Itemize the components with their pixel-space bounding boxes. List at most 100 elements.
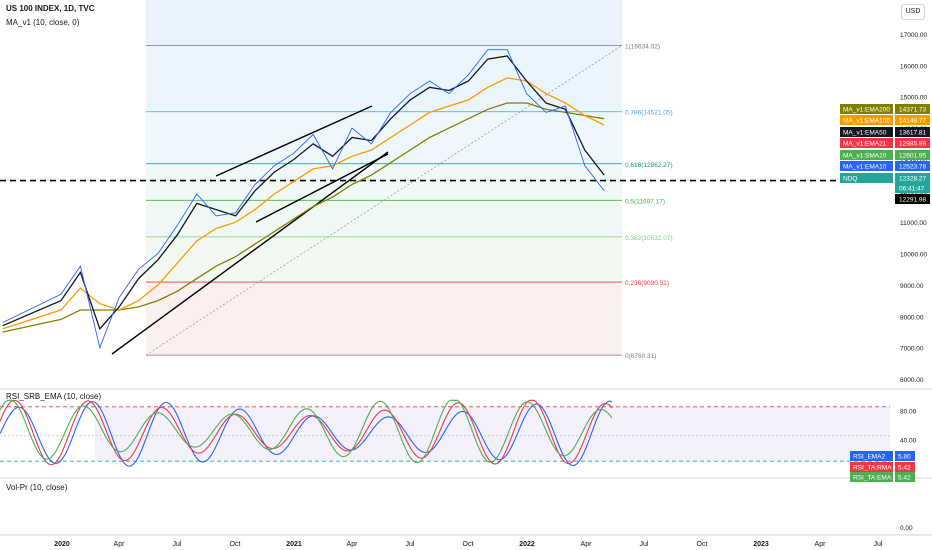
price-tag-label-bg — [840, 104, 893, 114]
y-tick-label: 10000.00 — [900, 252, 927, 259]
rsi-band — [95, 406, 890, 462]
price-tag-label: MA_v1:EMA200 — [843, 107, 890, 114]
price-tag-value-bg — [895, 194, 930, 204]
fib-top-zone — [146, 0, 622, 46]
price-tag-value-bg — [895, 104, 930, 114]
fib-level-label: 0.236(9090.51) — [625, 280, 669, 287]
trend-line-upper — [215, 105, 373, 177]
price-tag-label-bg — [840, 127, 893, 137]
price-tag-value: 13617.81 — [899, 130, 926, 137]
price-tag-label-bg — [840, 115, 893, 125]
trend-line-channel — [255, 153, 389, 223]
trend-line-lower — [111, 151, 389, 355]
price-tag-label-bg — [840, 173, 893, 183]
fib-level-label: 0.618(12862.27) — [625, 162, 673, 169]
fib-level-label: 0.5(11697.17) — [625, 198, 665, 205]
rsi-tag-label: RSI_TA:RMA — [853, 465, 892, 472]
price-tag-value: 12523.78 — [899, 164, 926, 171]
price-tag-countdown: 06:41:47 — [899, 186, 925, 193]
x-tick-label: 2020 — [54, 541, 70, 548]
symbol-title[interactable]: US 100 INDEX, 1D, TVC — [6, 4, 95, 13]
rsi-indicator-title[interactable]: RSI_SRB_EMA (10, close) — [6, 392, 102, 401]
y-tick-label: 17000.00 — [900, 32, 927, 39]
x-tick-label: Apr — [114, 541, 126, 548]
rsi-tag-label-bg — [850, 451, 893, 461]
price-tag-label-bg — [840, 138, 893, 148]
y-tick-label: 9000.00 — [900, 283, 924, 290]
fib-zone — [146, 163, 622, 201]
x-tick-label: Jul — [406, 541, 415, 548]
rsi-series-line — [0, 399, 613, 466]
price-tag-label: MA_v1:EMA50 — [843, 130, 887, 137]
rsi-tag-value: 5.42 — [898, 465, 911, 472]
x-tick-label: Oct — [230, 541, 241, 548]
series-line-ema50 — [2, 77, 605, 330]
series-line-ema10 — [2, 55, 605, 331]
x-tick-label: Apr — [815, 541, 827, 548]
price-tag-value: 12985.99 — [899, 141, 926, 148]
fib-level-label: 0.382(10532.07) — [625, 235, 673, 242]
fib-level-label: 0(6760.31) — [625, 353, 656, 360]
rsi-tag-value-bg — [895, 451, 915, 461]
fib-zone — [146, 200, 622, 237]
fib-zone — [146, 236, 622, 283]
rsi-tag-label: RSI_TA:EMA — [853, 475, 892, 482]
ma-indicator-title[interactable]: MA_v1 (10, close, 0) — [6, 18, 80, 27]
x-tick-label: 2022 — [519, 541, 535, 548]
price-tag-value: 12291.98 — [899, 197, 926, 204]
fib-level-label: 0.786(14521.05) — [625, 110, 673, 117]
price-tag-value-bg — [895, 161, 930, 171]
rsi-tag-value-bg — [895, 462, 915, 472]
rsi-tag-value: 5.42 — [898, 475, 911, 482]
x-tick-label: Jul — [874, 541, 883, 548]
rsi-tag-label: RSI_EMA2 — [853, 454, 886, 461]
x-tick-label: 2023 — [753, 541, 769, 548]
rsi-y-tick-label: 80.00 — [900, 408, 917, 415]
price-tag-value-bg — [895, 115, 930, 125]
x-tick-label: Oct — [463, 541, 474, 548]
rsi-tag-value-bg — [895, 472, 915, 482]
price-tag-label: MA_v1:EMA21 — [843, 141, 887, 148]
y-tick-label: 15000.00 — [900, 95, 927, 102]
x-tick-label: Apr — [347, 541, 359, 548]
price-tag-label: MA_v1:SMA10 — [843, 153, 887, 160]
price-tag-value: 12601.95 — [899, 153, 926, 160]
x-tick-label: 2021 — [286, 541, 302, 548]
fib-trend-line — [145, 45, 623, 356]
x-tick-label: Apr — [581, 541, 593, 548]
currency-button[interactable]: USD — [901, 4, 925, 20]
price-tag-value-bg — [895, 150, 930, 160]
rsi-tag-value: 5.80 — [898, 454, 911, 461]
y-tick-label: 6000.00 — [900, 377, 924, 384]
price-tag-label: MA_v1:EMA100 — [843, 118, 890, 125]
y-tick-label: 11000.00 — [900, 220, 927, 227]
price-tag-label: MA_v1:EMA10 — [843, 164, 887, 171]
fib-zone — [146, 45, 622, 112]
rsi-series-line — [0, 399, 613, 463]
price-tag-label: NDQ — [843, 176, 857, 183]
fib-level-label: 1(16634.02) — [625, 43, 660, 50]
fib-zone — [146, 282, 622, 356]
series-line-ema200 — [2, 102, 605, 333]
rsi-tag-label-bg — [850, 472, 893, 482]
vol-y-tick-label: 0.00 — [900, 525, 913, 532]
price-tag-value: 12328.27 — [899, 176, 926, 183]
rsi-tag-label-bg — [850, 462, 893, 472]
x-tick-label: Oct — [697, 541, 708, 548]
y-tick-label: 7000.00 — [900, 346, 924, 353]
rsi-series-line — [0, 400, 613, 467]
vol-indicator-title[interactable]: Vol-Pr (10, close) — [6, 483, 68, 492]
y-tick-label: 16000.00 — [900, 63, 927, 70]
rsi-y-tick-label: 40.00 — [900, 437, 917, 444]
y-tick-label: 8000.00 — [900, 314, 924, 321]
price-tag-label-bg — [840, 161, 893, 171]
y-tick-label: 13000.00 — [900, 157, 927, 164]
x-tick-label: Jul — [640, 541, 649, 548]
x-tick-label: Jul — [173, 541, 182, 548]
price-tag-countdown-bg — [895, 183, 930, 193]
price-tag-value-bg — [895, 138, 930, 148]
price-tag-value: 14148.77 — [899, 118, 926, 125]
price-tag-value-bg — [895, 173, 930, 183]
price-tag-value-bg — [895, 127, 930, 137]
